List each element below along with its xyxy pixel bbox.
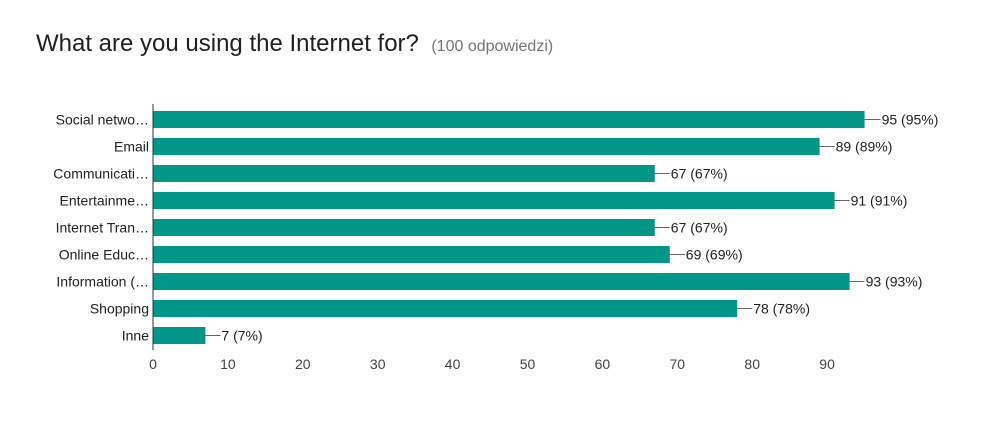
- x-tick-label: 0: [149, 356, 157, 372]
- bar: [153, 273, 850, 290]
- data-label: 89 (89%): [836, 139, 893, 155]
- category-label: Communicati…: [53, 166, 149, 182]
- bar: [153, 246, 670, 263]
- data-label: 67 (67%): [671, 166, 728, 182]
- bar: [153, 111, 865, 128]
- x-tick-label: 10: [220, 356, 236, 372]
- x-tick-label: 90: [819, 356, 835, 372]
- bar: [153, 219, 655, 236]
- x-tick-label: 60: [595, 356, 611, 372]
- data-label: 91 (91%): [851, 193, 908, 209]
- x-axis-ticks: 0 10 20 30 40 50 60 70 80 90: [149, 356, 835, 372]
- bar: [153, 300, 738, 317]
- bar: [153, 327, 206, 344]
- category-label: Inne: [122, 328, 149, 344]
- category-label: Email: [114, 139, 149, 155]
- category-labels: Social netwo… Email Communicati… Entertainm…: [53, 112, 149, 344]
- x-tick-label: 40: [445, 356, 461, 372]
- bar: [153, 138, 820, 155]
- category-label: Entertainme…: [60, 193, 149, 209]
- data-labels: 95 (95%) 89 (89%) 67 (67%) 91 (91%) 67 (67%)…: [205, 112, 938, 344]
- category-label: Online Educ…: [59, 247, 149, 263]
- x-tick-label: 20: [295, 356, 311, 372]
- data-label: 78 (78%): [753, 301, 810, 317]
- bar: [153, 165, 655, 182]
- data-label: 67 (67%): [671, 220, 728, 236]
- data-label: 69 (69%): [686, 247, 743, 263]
- category-label: Information (…: [56, 274, 149, 290]
- x-tick-label: 30: [370, 356, 386, 372]
- x-tick-label: 80: [744, 356, 760, 372]
- bar: [153, 192, 835, 209]
- data-label: 95 (95%): [882, 112, 939, 128]
- x-tick-label: 70: [670, 356, 686, 372]
- chart-title: What are you using the Internet for?: [36, 30, 419, 57]
- category-label: Social netwo…: [56, 112, 149, 128]
- chart-header: What are you using the Internet for? (10…: [36, 30, 553, 58]
- bars-group: [153, 111, 865, 344]
- category-label: Internet Tran…: [56, 220, 149, 236]
- x-tick-label: 50: [520, 356, 536, 372]
- category-label: Shopping: [90, 301, 149, 317]
- response-count: (100 odpowiedzi): [431, 38, 554, 55]
- data-label: 7 (7%): [221, 328, 262, 344]
- data-label: 93 (93%): [866, 274, 923, 290]
